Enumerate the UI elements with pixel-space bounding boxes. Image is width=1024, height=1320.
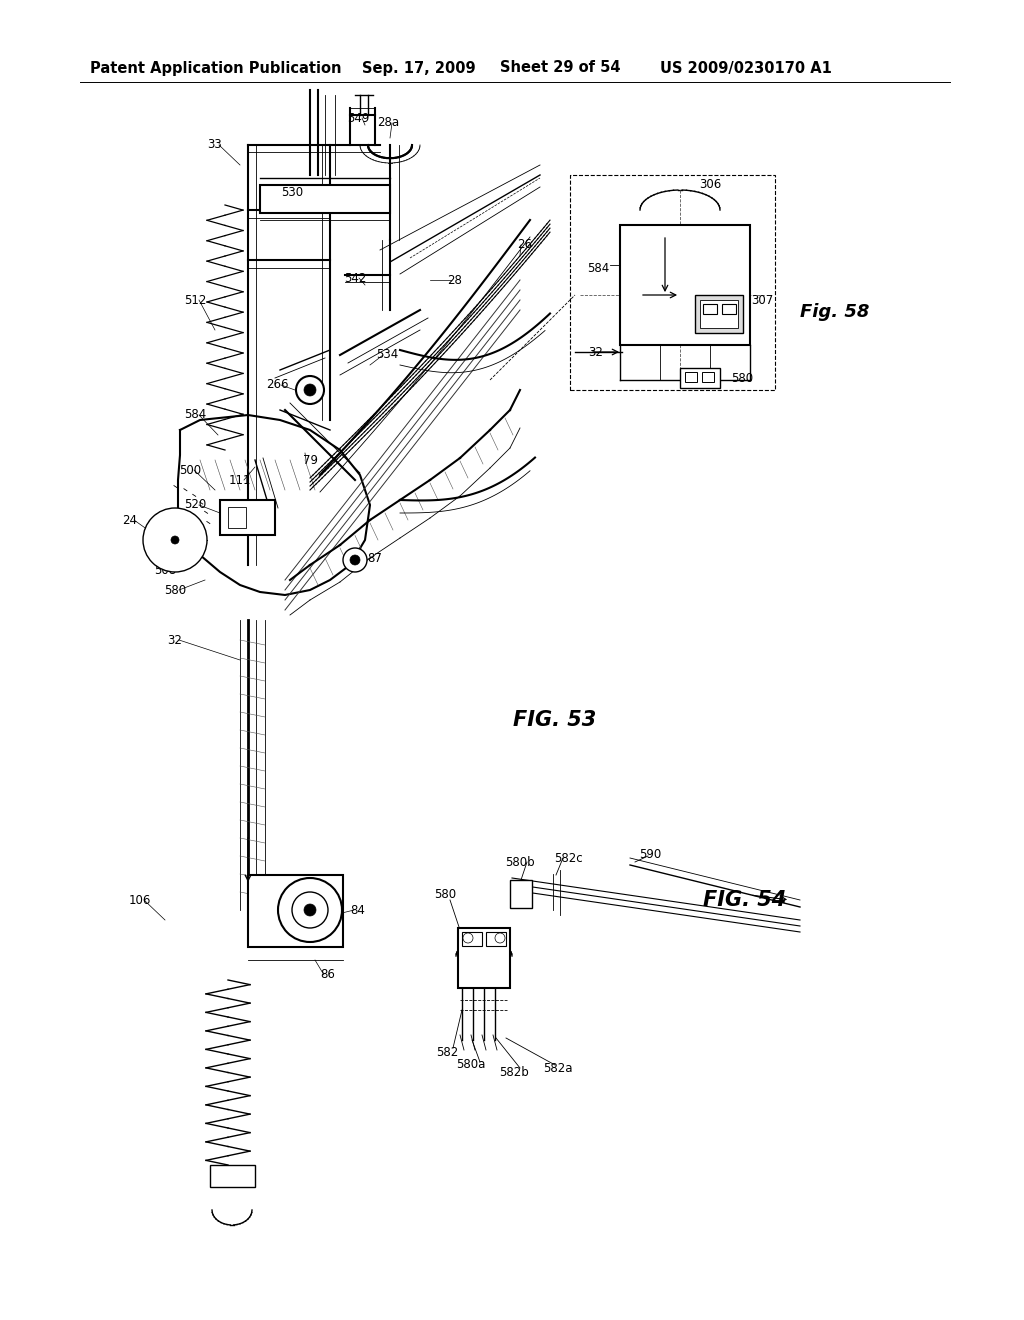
Bar (458, 928, 510, 987)
Text: 28: 28 (447, 273, 463, 286)
Bar (260, 185, 390, 213)
Text: 590: 590 (639, 849, 662, 862)
Text: 580: 580 (434, 888, 456, 902)
Text: 86: 86 (321, 969, 336, 982)
Bar (570, 176, 775, 389)
Text: 500: 500 (179, 463, 201, 477)
Text: FIG. 54: FIG. 54 (703, 890, 786, 909)
Circle shape (304, 384, 316, 396)
Bar (486, 932, 506, 946)
Text: US 2009/0230170 A1: US 2009/0230170 A1 (660, 61, 831, 75)
Text: 580: 580 (164, 583, 186, 597)
Text: 84: 84 (350, 903, 366, 916)
Bar (462, 932, 482, 946)
Text: 28a: 28a (377, 116, 399, 129)
Text: 306: 306 (698, 178, 721, 191)
Bar (680, 368, 720, 388)
Circle shape (343, 548, 367, 572)
Text: 530: 530 (281, 186, 303, 198)
Circle shape (171, 536, 179, 544)
Text: 582a: 582a (544, 1061, 572, 1074)
Bar (722, 304, 736, 314)
Text: 582c: 582c (554, 851, 583, 865)
Circle shape (304, 904, 316, 916)
Circle shape (495, 933, 505, 942)
Text: 111: 111 (228, 474, 251, 487)
Bar (510, 880, 532, 908)
Bar (248, 875, 343, 946)
Text: Fig. 58: Fig. 58 (801, 304, 869, 321)
Text: 580b: 580b (505, 855, 535, 869)
Bar (702, 372, 714, 381)
Bar (620, 224, 750, 345)
Text: 307: 307 (751, 293, 773, 306)
Text: 549: 549 (347, 111, 370, 124)
Circle shape (350, 554, 360, 565)
Text: 512: 512 (184, 293, 206, 306)
Text: FIG. 53: FIG. 53 (513, 710, 597, 730)
Bar (210, 1166, 255, 1187)
Text: 24: 24 (123, 513, 137, 527)
Text: 582: 582 (436, 1045, 458, 1059)
Text: 518: 518 (164, 539, 186, 552)
Bar (685, 372, 697, 381)
Circle shape (292, 892, 328, 928)
Text: 580a: 580a (457, 1059, 485, 1072)
Text: 542: 542 (344, 272, 367, 285)
Text: 106: 106 (129, 894, 152, 907)
Bar (228, 507, 246, 528)
Circle shape (463, 933, 473, 942)
Circle shape (278, 878, 342, 942)
Circle shape (296, 376, 324, 404)
Text: 584: 584 (587, 261, 609, 275)
Text: 79: 79 (302, 454, 317, 466)
Bar (703, 304, 717, 314)
Text: 520: 520 (184, 499, 206, 511)
Text: 266: 266 (266, 379, 288, 392)
Text: 33: 33 (208, 139, 222, 152)
Text: 32: 32 (589, 346, 603, 359)
Text: 580: 580 (731, 371, 753, 384)
Text: 584: 584 (184, 408, 206, 421)
Text: Sep. 17, 2009: Sep. 17, 2009 (362, 61, 475, 75)
Bar (695, 294, 743, 333)
Text: 32: 32 (168, 634, 182, 647)
Text: Patent Application Publication: Patent Application Publication (90, 61, 341, 75)
Text: 87: 87 (368, 552, 382, 565)
Text: 26: 26 (517, 239, 532, 252)
Text: Sheet 29 of 54: Sheet 29 of 54 (500, 61, 621, 75)
Text: 508: 508 (154, 564, 176, 577)
Bar (700, 300, 738, 327)
Bar (220, 500, 275, 535)
Text: 582b: 582b (499, 1065, 528, 1078)
Text: 534: 534 (376, 348, 398, 362)
Circle shape (143, 508, 207, 572)
